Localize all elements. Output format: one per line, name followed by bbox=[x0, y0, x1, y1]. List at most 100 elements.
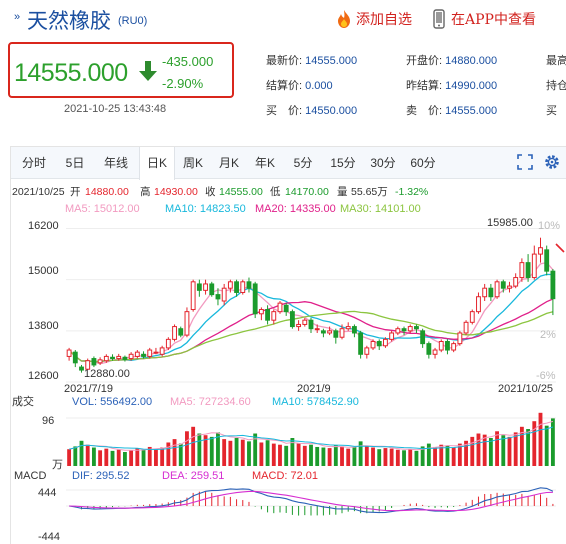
candle-body bbox=[184, 311, 190, 336]
candle bbox=[141, 351, 146, 359]
candle bbox=[320, 328, 326, 338]
candle bbox=[159, 345, 165, 357]
candle-body bbox=[531, 253, 537, 279]
tab-1[interactable]: 5日 bbox=[65, 156, 85, 170]
tab-9[interactable]: 30分 bbox=[370, 156, 396, 170]
y-tick-0: 16200 bbox=[28, 220, 59, 232]
candle-body bbox=[97, 359, 103, 364]
macd-y-top: 444 bbox=[38, 487, 56, 499]
candle bbox=[519, 258, 525, 282]
volume-bar bbox=[538, 412, 543, 466]
y-tick-3: 12600 bbox=[28, 370, 59, 382]
info-high: 14930.00 bbox=[154, 186, 198, 198]
candle-body bbox=[196, 283, 202, 291]
candle bbox=[401, 326, 407, 336]
candle bbox=[116, 353, 122, 361]
fullscreen-icon[interactable] bbox=[517, 154, 533, 170]
tab-3[interactable]: 日K bbox=[139, 147, 175, 180]
volume-bar bbox=[67, 449, 72, 466]
volume-bar bbox=[247, 441, 251, 466]
volume-bar bbox=[123, 452, 127, 466]
candle-body bbox=[358, 332, 364, 355]
candle-body bbox=[234, 281, 239, 293]
kline-chart[interactable]: 2021/10/25 开 14880.00 高 14930.00 收 14555… bbox=[0, 178, 566, 544]
candle-body bbox=[407, 326, 413, 332]
candle bbox=[488, 283, 494, 301]
volume-bar bbox=[470, 436, 475, 466]
candle-body bbox=[141, 353, 146, 357]
candle-body bbox=[488, 287, 494, 298]
candle-body bbox=[72, 351, 78, 364]
candle bbox=[327, 326, 333, 336]
candle-body bbox=[395, 328, 401, 334]
candle bbox=[426, 341, 432, 359]
tab-2[interactable]: 年线 bbox=[103, 156, 128, 170]
chart-panel: 分时 5日 年线 日K 周K 月K 年K 5分 15分 30分 60分 bbox=[10, 146, 566, 544]
volume-bar bbox=[104, 448, 109, 466]
candle bbox=[513, 273, 519, 289]
candle-body bbox=[302, 319, 308, 325]
volume-bar bbox=[501, 435, 506, 466]
volume-bar bbox=[327, 448, 332, 466]
tab-0[interactable]: 分时 bbox=[21, 156, 46, 170]
candle-body bbox=[494, 281, 500, 298]
volume-ma10: MA10: 578452.90 bbox=[272, 396, 359, 408]
candle-body bbox=[165, 338, 171, 349]
y-tick-1: 15000 bbox=[28, 265, 59, 277]
candle bbox=[165, 337, 171, 351]
tab-4[interactable]: 周K bbox=[182, 156, 203, 170]
double-chevron-icon: » bbox=[14, 11, 21, 23]
arrow-down-icon bbox=[139, 61, 157, 81]
info-open-label: 开 bbox=[70, 186, 81, 198]
volume-ma10-line bbox=[68, 426, 554, 451]
volume-bar bbox=[346, 448, 351, 466]
candle bbox=[277, 301, 283, 314]
macd-y-bottom: -444 bbox=[38, 531, 60, 543]
volume-bar bbox=[253, 433, 258, 466]
view-in-app-button[interactable]: 在APP中查看 bbox=[433, 9, 536, 29]
candle bbox=[358, 330, 364, 359]
legend-ma10: MA10: 14823.50 bbox=[165, 203, 246, 215]
x-tick-1: 2021/9 bbox=[297, 383, 331, 395]
candle bbox=[370, 339, 376, 351]
candle-body bbox=[451, 343, 457, 351]
candle bbox=[172, 324, 177, 342]
header: » 天然橡胶 (RU0) 添加自选 在APP中查看 bbox=[0, 0, 566, 40]
candle-body bbox=[538, 247, 543, 255]
info-vol-label: 量 bbox=[337, 186, 348, 198]
tab-7[interactable]: 5分 bbox=[293, 156, 313, 170]
candle-body bbox=[128, 353, 134, 360]
info-vol: 55.65万 bbox=[351, 186, 388, 198]
candle bbox=[128, 352, 134, 361]
candle-body bbox=[265, 309, 271, 321]
add-favorite-button[interactable]: 添加自选 bbox=[335, 9, 412, 29]
volume-bar bbox=[340, 446, 344, 466]
volume-bar bbox=[439, 444, 444, 466]
candle bbox=[215, 288, 221, 306]
volume-bar bbox=[234, 438, 239, 466]
candle bbox=[283, 303, 289, 316]
max-price-label: 15985.00 bbox=[487, 217, 533, 229]
volume-bar bbox=[420, 446, 425, 466]
volume-bar bbox=[519, 426, 524, 466]
tab-6[interactable]: 年K bbox=[254, 156, 275, 170]
volume-bar bbox=[476, 433, 481, 466]
tab-8[interactable]: 15分 bbox=[330, 156, 356, 170]
candle bbox=[531, 245, 537, 280]
candle-body bbox=[277, 302, 283, 313]
volume-bar bbox=[191, 426, 196, 466]
candle bbox=[265, 305, 271, 325]
candle bbox=[122, 355, 128, 362]
gear-icon[interactable] bbox=[543, 153, 561, 171]
candle-body bbox=[85, 360, 91, 370]
candle-body bbox=[351, 326, 357, 334]
candle-body bbox=[178, 328, 184, 336]
volume-bar bbox=[296, 443, 301, 466]
candle bbox=[364, 345, 370, 359]
tab-10[interactable]: 60分 bbox=[410, 156, 436, 170]
candle-body bbox=[445, 341, 450, 351]
candle-body bbox=[271, 311, 277, 321]
tab-5[interactable]: 月K bbox=[218, 156, 239, 170]
volume-bar bbox=[79, 440, 84, 466]
candle bbox=[234, 279, 239, 297]
